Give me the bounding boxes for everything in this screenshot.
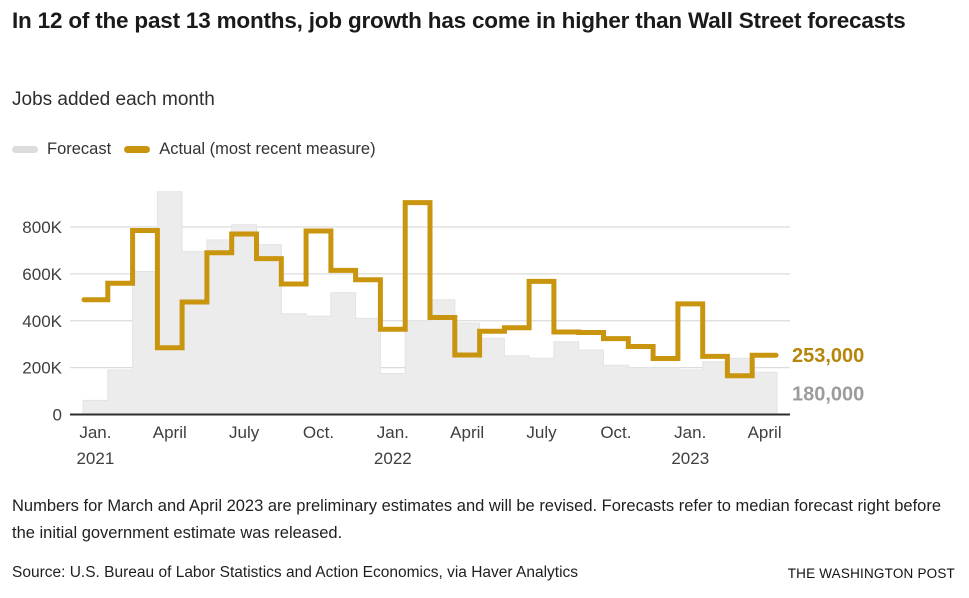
- y-tick-label: 800K: [22, 218, 62, 237]
- publisher-credit: THE WASHINGTON POST: [787, 566, 955, 581]
- source-text: Source: U.S. Bureau of Labor Statistics …: [12, 564, 579, 581]
- chart-subtitle: Jobs added each month: [12, 89, 215, 110]
- x-tick-label: Jan.: [377, 423, 409, 442]
- x-tick-year-label: 2022: [374, 449, 412, 468]
- footnote: Numbers for March and April 2023 are pre…: [12, 497, 941, 542]
- x-tick-label: Jan.: [674, 423, 706, 442]
- forecast-end-label: 180,000: [792, 383, 864, 405]
- x-tick-year-label: 2023: [671, 449, 709, 468]
- legend-item-actual: Actual (most recent measure): [124, 140, 376, 159]
- source-row: Source: U.S. Bureau of Labor Statistics …: [12, 564, 955, 582]
- x-tick-label: April: [450, 423, 484, 442]
- x-tick-label: April: [153, 423, 187, 442]
- x-tick-year-label: 2021: [76, 449, 114, 468]
- x-axis-labels: Jan. 2021 April July Oct. Jan. 2022 April July Oc…: [76, 423, 781, 468]
- x-tick-label: Oct.: [303, 423, 334, 442]
- actual-line: [81, 200, 779, 379]
- legend-item-forecast: Forecast: [12, 140, 111, 159]
- y-tick-label: 600K: [22, 265, 62, 284]
- legend-actual-label: Actual (most recent measure): [159, 140, 376, 158]
- y-tick-label: 400K: [22, 312, 62, 331]
- actual-swatch-icon: [124, 146, 151, 153]
- legend-forecast-label: Forecast: [47, 140, 112, 158]
- legend: Forecast Actual (most recent measure): [12, 140, 376, 159]
- x-tick-label: July: [526, 423, 557, 442]
- x-tick-label: Oct.: [600, 423, 631, 442]
- y-tick-label: 200K: [22, 359, 62, 378]
- x-tick-label: April: [748, 423, 782, 442]
- x-tick-label: July: [229, 423, 260, 442]
- y-tick-label: 0: [53, 406, 62, 425]
- actual-end-label: 253,000: [792, 345, 864, 367]
- chart-title: In 12 of the past 13 months, job growth …: [12, 8, 906, 33]
- x-tick-label: Jan.: [79, 423, 111, 442]
- forecast-swatch-icon: [12, 146, 38, 153]
